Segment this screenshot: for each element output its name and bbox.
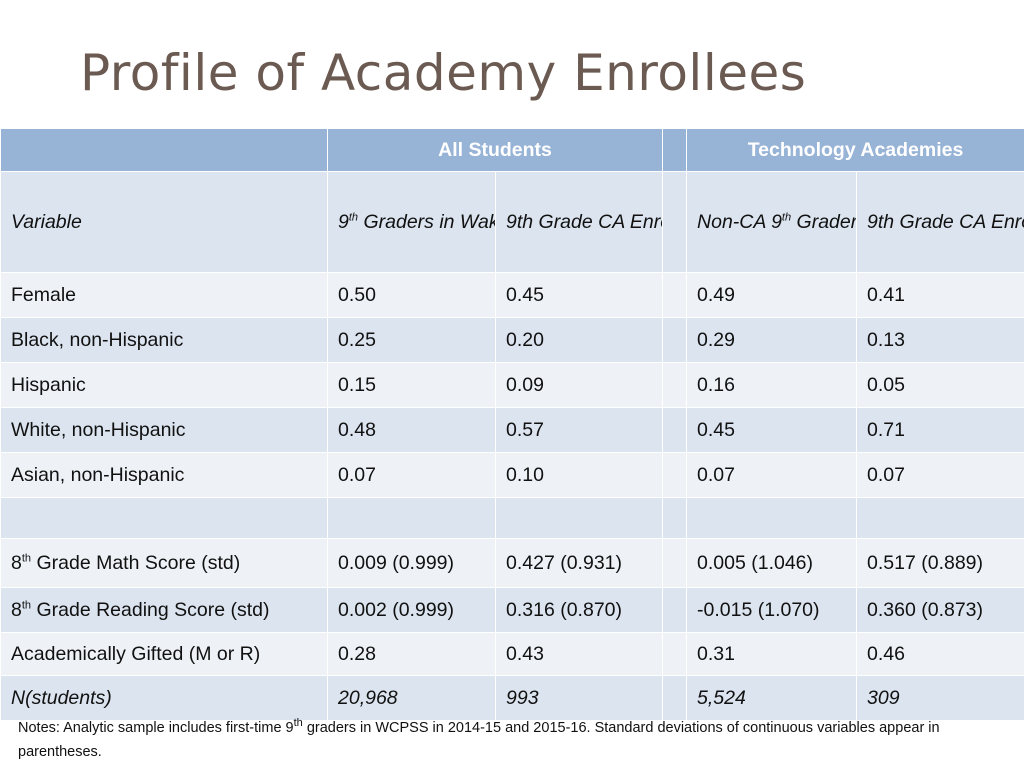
cell-value: 20,968 <box>327 675 496 721</box>
header-blank-cell <box>0 128 328 172</box>
empty-cell <box>494 497 664 539</box>
cell-value: 0.517 (0.889) <box>856 538 1024 588</box>
spacer-cell <box>662 632 688 676</box>
cell-value: 0.10 <box>494 452 664 498</box>
cell-value: 0.20 <box>494 317 664 363</box>
empty-cell <box>856 497 1024 539</box>
cell-value: 0.009 (0.999) <box>327 538 496 588</box>
cell-value: 0.45 <box>686 407 858 453</box>
empty-cell <box>327 497 496 539</box>
empty-cell <box>0 497 328 539</box>
col-header-ca-enrollees-tech: 9th Grade CA Enrollees <box>856 171 1024 273</box>
row-label: Asian, non-Hispanic <box>0 452 328 498</box>
row-label: Hispanic <box>0 362 328 408</box>
cell-value: 0.13 <box>856 317 1024 363</box>
page-title: Profile of Academy Enrollees <box>80 44 807 102</box>
group-header-row: All Students Technology Academies <box>0 128 1024 172</box>
cell-value: 0.316 (0.870) <box>494 587 664 633</box>
enrollee-profile-table: All Students Technology Academies Variab… <box>0 128 1024 721</box>
table-row-reading-score: 8th Grade Reading Score (std) 0.002 (0.9… <box>0 587 1024 633</box>
spacer-cell <box>662 452 688 498</box>
cell-value: 0.07 <box>327 452 496 498</box>
table-row: Black, non-Hispanic 0.25 0.20 0.29 0.13 <box>0 317 1024 363</box>
cell-value: 309 <box>856 675 1024 721</box>
cell-value: 0.25 <box>327 317 496 363</box>
spacer-cell <box>662 497 688 539</box>
cell-value: 0.45 <box>494 272 664 318</box>
table-row: Asian, non-Hispanic 0.07 0.10 0.07 0.07 <box>0 452 1024 498</box>
row-label: N(students) <box>0 675 328 721</box>
cell-value: 0.427 (0.931) <box>494 538 664 588</box>
cell-value: 0.71 <box>856 407 1024 453</box>
col-header-ca-enrollees-all: 9th Grade CA Enrollees <box>494 171 664 273</box>
spacer-cell <box>662 272 688 318</box>
cell-value: 0.002 (0.999) <box>327 587 496 633</box>
header-spacer-cell <box>662 128 688 172</box>
cell-value: 0.05 <box>856 362 1024 408</box>
table-row: Female 0.50 0.45 0.49 0.41 <box>0 272 1024 318</box>
cell-value: 0.005 (1.046) <box>686 538 858 588</box>
spacer-cell <box>662 675 688 721</box>
table-row: White, non-Hispanic 0.48 0.57 0.45 0.71 <box>0 407 1024 453</box>
row-label: Academically Gifted (M or R) <box>0 632 328 676</box>
row-label: 8th Grade Reading Score (std) <box>0 587 328 633</box>
row-label: Black, non-Hispanic <box>0 317 328 363</box>
row-label: White, non-Hispanic <box>0 407 328 453</box>
cell-value: 0.46 <box>856 632 1024 676</box>
empty-cell <box>686 497 858 539</box>
cell-value: 993 <box>494 675 664 721</box>
cell-value: 0.360 (0.873) <box>856 587 1024 633</box>
cell-value: 0.31 <box>686 632 858 676</box>
table-notes: Notes: Analytic sample includes first-ti… <box>18 717 940 760</box>
cell-value: 5,524 <box>686 675 858 721</box>
cell-value: 0.57 <box>494 407 664 453</box>
table-row-n-students: N(students) 20,968 993 5,524 309 <box>0 675 1024 721</box>
spacer-cell <box>662 362 688 408</box>
table-row-gifted: Academically Gifted (M or R) 0.28 0.43 0… <box>0 632 1024 676</box>
spacer-cell <box>662 587 688 633</box>
spacer-cell <box>662 407 688 453</box>
header-technology-academies: Technology Academies <box>686 128 1024 172</box>
cell-value: -0.015 (1.070) <box>686 587 858 633</box>
spacer-cell <box>662 171 688 273</box>
spacer-cell <box>662 538 688 588</box>
cell-value: 0.48 <box>327 407 496 453</box>
row-label: Female <box>0 272 328 318</box>
cell-value: 0.43 <box>494 632 664 676</box>
table-row: Hispanic 0.15 0.09 0.16 0.05 <box>0 362 1024 408</box>
cell-value: 0.07 <box>856 452 1024 498</box>
cell-value: 0.49 <box>686 272 858 318</box>
cell-value: 0.09 <box>494 362 664 408</box>
cell-value: 0.07 <box>686 452 858 498</box>
cell-value: 0.15 <box>327 362 496 408</box>
row-label: 8th Grade Math Score (std) <box>0 538 328 588</box>
col-header-variable: Variable <box>0 171 328 273</box>
cell-value: 0.28 <box>327 632 496 676</box>
cell-value: 0.16 <box>686 362 858 408</box>
header-all-students: All Students <box>326 128 664 172</box>
cell-value: 0.29 <box>686 317 858 363</box>
empty-row <box>0 497 1024 539</box>
column-header-row: Variable 9th Graders in Wake County 9th … <box>0 171 1024 273</box>
col-header-wake-county: 9th Graders in Wake County <box>327 171 496 273</box>
table-row-math-score: 8th Grade Math Score (std) 0.009 (0.999)… <box>0 538 1024 588</box>
spacer-cell <box>662 317 688 363</box>
col-header-non-ca-same-hs: Non-CA 9th Graders in Same HS <box>686 171 858 273</box>
cell-value: 0.50 <box>327 272 496 318</box>
cell-value: 0.41 <box>856 272 1024 318</box>
